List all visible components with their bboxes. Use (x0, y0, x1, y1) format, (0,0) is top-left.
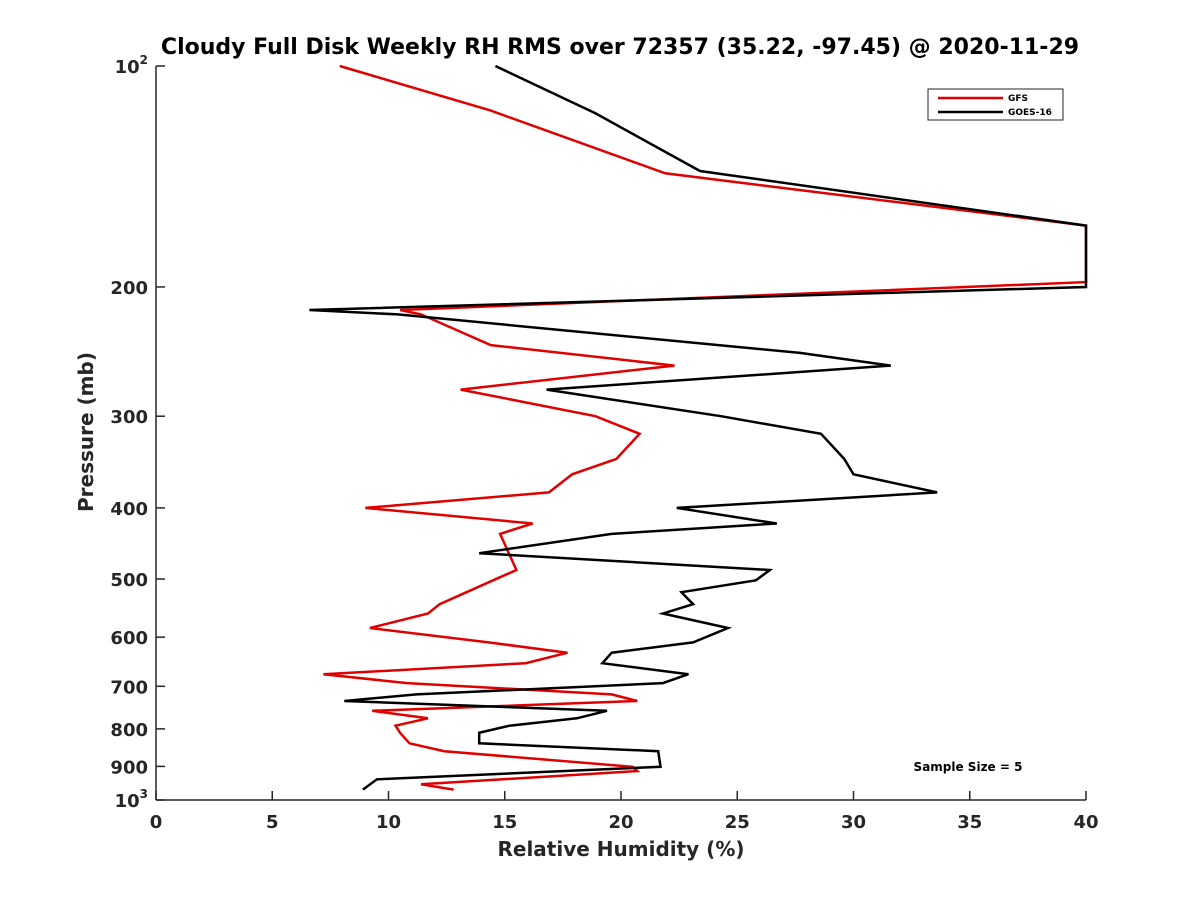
sample-size-annotation: Sample Size = 5 (914, 760, 1023, 774)
legend-label-goes-16: GOES-16 (1008, 108, 1052, 118)
y-tick-label: 900 (110, 757, 148, 778)
y-axis-label: Pressure (mb) (74, 352, 98, 512)
y-tick-label: 500 (110, 570, 148, 591)
x-tick-label: 25 (725, 812, 750, 833)
y-tick-label: 700 (110, 677, 148, 698)
x-axis-label: Relative Humidity (%) (497, 837, 744, 861)
x-tick-label: 30 (841, 812, 866, 833)
series-layer (309, 64, 1088, 791)
x-tick-label: 35 (957, 812, 982, 833)
x-tick-label: 15 (492, 812, 517, 833)
x-tick-label: 0 (150, 812, 163, 833)
legend: GFS GOES-16 (927, 88, 1064, 121)
y-tick-label: 103 (115, 787, 148, 812)
x-tick-label: 20 (608, 812, 633, 833)
y-tick-label: 400 (110, 499, 148, 520)
series-line-goes-16 (309, 64, 1088, 791)
y-tick-label: 300 (110, 407, 148, 428)
x-tick-label: 5 (266, 812, 279, 833)
y-tick-label: 102 (115, 53, 148, 78)
chart-title: Cloudy Full Disk Weekly RH RMS over 7235… (161, 35, 1079, 60)
y-tick-label: 200 (110, 278, 148, 299)
axes-layer: 0 5 10 15 20 25 30 35 40 102 200 300 400 500 600 700 800… (110, 53, 1098, 833)
legend-box (927, 88, 1064, 121)
x-tick-label: 10 (376, 812, 401, 833)
x-tick-label: 40 (1073, 812, 1098, 833)
legend-label-gfs: GFS (1008, 94, 1028, 104)
y-tick-label: 600 (110, 628, 148, 649)
series-line-gfs (323, 64, 1088, 791)
y-tick-label: 800 (110, 720, 148, 741)
